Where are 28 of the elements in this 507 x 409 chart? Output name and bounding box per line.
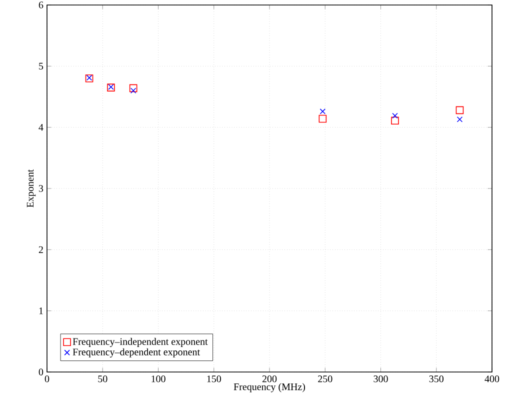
y-tick-label: 3 bbox=[38, 185, 44, 192]
x-tick-label: 0 bbox=[44, 376, 50, 382]
y-axis-title: Exponent bbox=[26, 169, 36, 208]
x-tick-label: 200 bbox=[262, 376, 277, 382]
x-tick-label: 100 bbox=[152, 376, 166, 382]
y-tick-label: 4 bbox=[38, 124, 44, 131]
y-tick-label: 0 bbox=[38, 368, 44, 376]
point bbox=[129, 84, 138, 92]
point bbox=[130, 88, 136, 94]
point bbox=[456, 116, 463, 122]
y-tick-label: 1 bbox=[39, 308, 43, 314]
x-tick-label: 350 bbox=[429, 376, 444, 382]
point bbox=[320, 108, 326, 114]
point bbox=[456, 106, 464, 114]
x-tick-label: 50 bbox=[98, 376, 108, 382]
point bbox=[391, 116, 399, 124]
x-axis-title: Frequency (MHz) bbox=[234, 383, 306, 392]
legend-label: Frequency–dependent exponent bbox=[72, 348, 200, 358]
legend-label: Frequency–independent exponent bbox=[72, 338, 208, 348]
x-tick-label: 400 bbox=[484, 376, 500, 382]
x-tick-label: 300 bbox=[374, 376, 388, 382]
x-tick-label: 250 bbox=[318, 376, 332, 382]
x-tick-label: 150 bbox=[207, 376, 221, 382]
y-tick-label: 6 bbox=[38, 2, 44, 8]
y-tick-label: 2 bbox=[38, 246, 43, 253]
y-tick-label: 5 bbox=[39, 62, 44, 70]
point bbox=[392, 112, 398, 119]
point bbox=[318, 114, 327, 123]
